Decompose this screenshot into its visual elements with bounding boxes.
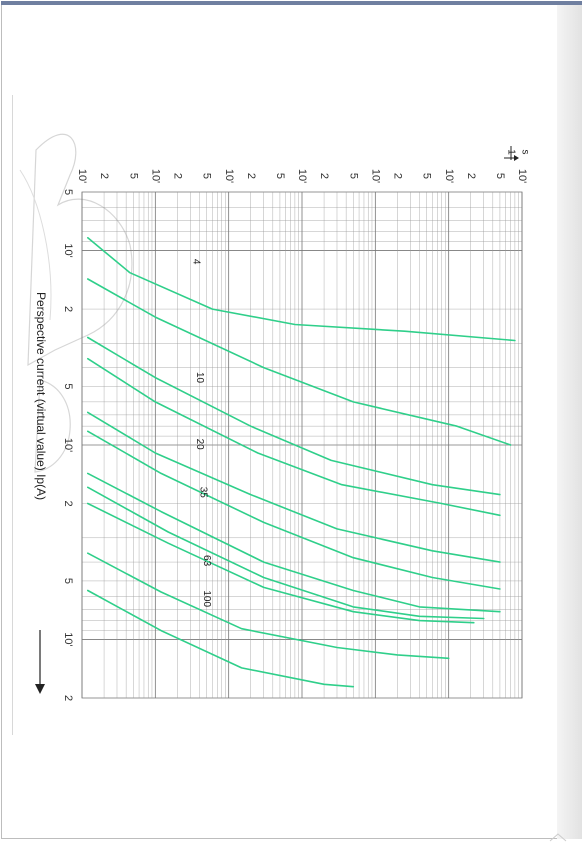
curve-labels: 4 10 20 35 63 100 — [190, 259, 211, 608]
x-axis-title: Perspective current (virtual value) Ip(A… — [34, 292, 48, 500]
y-tick-label: 5 — [494, 173, 506, 179]
chart-series — [87, 237, 516, 688]
watermark-graphic — [19, 133, 133, 473]
y-tick-label: 10' — [223, 169, 235, 183]
y-tick-label: 2 — [392, 173, 404, 179]
y-tick-label: 10' — [149, 169, 161, 183]
x-axis-arrow-head — [35, 684, 45, 694]
series-line-11 — [87, 589, 355, 688]
series-line-6 — [87, 430, 501, 590]
curve-label: 63 — [201, 555, 212, 567]
curve-label: 20 — [194, 439, 205, 451]
y-axis-unit: s — [519, 150, 530, 155]
y-tick-label: 10' — [76, 169, 88, 183]
y-tick-label: 5 — [127, 173, 139, 179]
y-tick-label: 10' — [296, 169, 308, 183]
y-axis-arrow-head — [514, 155, 519, 161]
y-tick-label: 10' — [443, 169, 455, 183]
y-tick-label: 5 — [347, 173, 359, 179]
y-tick-label: 10' — [516, 169, 528, 183]
x-axis-ticks: 5 10' 2 5 10' 2 5 10' 2 — [62, 189, 74, 701]
curve-label: 35 — [198, 487, 209, 499]
series-line-7 — [87, 472, 501, 613]
y-tick-label: 2 — [465, 173, 477, 179]
y-tick-label: 2 — [318, 173, 330, 179]
y-tick-label: 2 — [172, 173, 184, 179]
chart-grid — [81, 191, 523, 699]
series-line-1 — [87, 237, 516, 342]
x-tick-label: 5 — [62, 383, 74, 389]
x-tick-label: 2 — [62, 306, 74, 312]
right-margin-shadow — [557, 5, 582, 839]
x-tick-label: 10' — [62, 438, 74, 452]
left-margin-rule — [12, 95, 13, 735]
y-tick-label: 10' — [369, 169, 381, 183]
top-rule — [1, 1, 582, 5]
x-tick-label: 2 — [62, 500, 74, 506]
y-axis-ticks: 10' 2 5 10' 2 5 10' 2 5 10' 2 5 10' 2 5 10' 2 5 10' — [76, 169, 528, 183]
y-tick-label: 2 — [98, 173, 110, 179]
x-tick-label: 5 — [62, 189, 74, 195]
axis-titles: Perspective current (virtual value) Ip(A… — [34, 146, 530, 694]
series-line-3 — [87, 336, 501, 496]
series-line-4 — [87, 357, 501, 517]
x-tick-label: 10' — [62, 632, 74, 646]
series-line-2 — [87, 278, 512, 446]
x-tick-label: 5 — [62, 578, 74, 584]
curve-label: 4 — [190, 259, 201, 265]
y-tick-label: 2 — [245, 173, 257, 179]
series-line-8 — [87, 486, 485, 620]
x-tick-label: 2 — [62, 695, 74, 701]
y-tick-label: 5 — [201, 173, 213, 179]
curve-label: 10 — [194, 372, 205, 384]
series-line-9 — [87, 502, 475, 624]
page-corner-mark — [549, 833, 567, 842]
curve-label: 100 — [201, 590, 212, 607]
series-line-10 — [87, 552, 450, 660]
y-tick-label: 5 — [274, 173, 286, 179]
x-tick-label: 10' — [62, 243, 74, 257]
y-tick-label: 5 — [421, 173, 433, 179]
series-line-5 — [87, 411, 501, 563]
